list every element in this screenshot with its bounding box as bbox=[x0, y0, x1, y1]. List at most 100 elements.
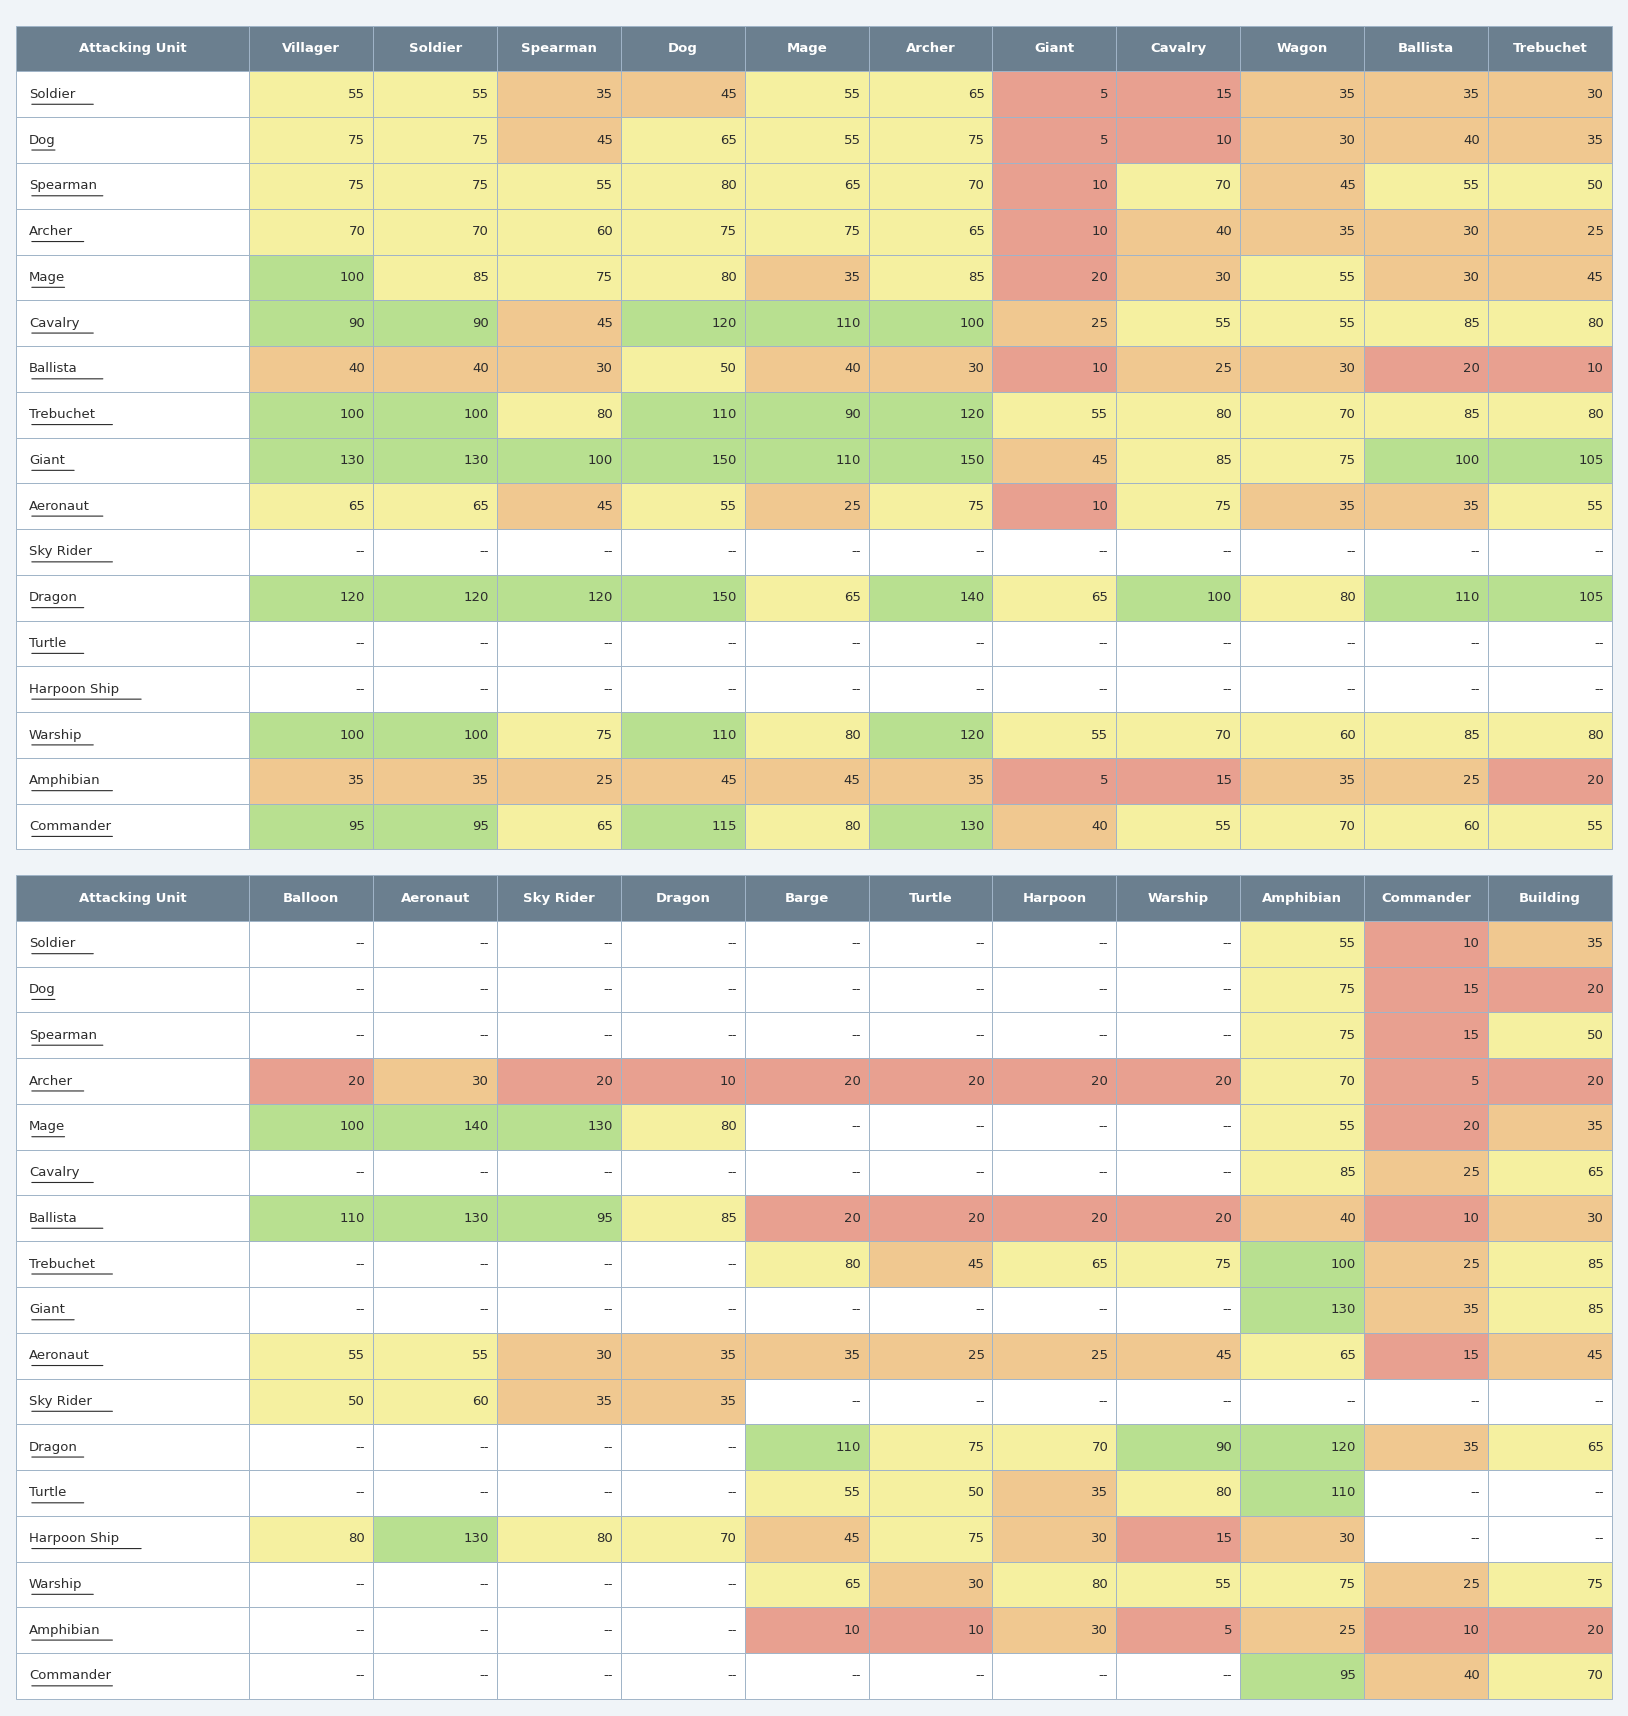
Text: --: -- bbox=[1099, 546, 1109, 558]
Text: 30: 30 bbox=[1091, 1532, 1109, 1544]
Bar bbox=[16, 1562, 249, 1608]
Bar bbox=[869, 1012, 993, 1059]
Bar bbox=[16, 621, 249, 666]
Text: 20: 20 bbox=[1464, 362, 1480, 376]
Bar bbox=[1117, 254, 1241, 300]
Bar bbox=[744, 529, 869, 575]
Text: 40: 40 bbox=[1464, 1670, 1480, 1682]
Bar bbox=[1488, 1103, 1612, 1150]
Text: 80: 80 bbox=[1587, 408, 1604, 420]
Bar bbox=[1364, 163, 1488, 209]
Bar bbox=[1241, 921, 1364, 966]
Text: 70: 70 bbox=[1216, 729, 1232, 741]
Bar bbox=[497, 1150, 620, 1196]
Text: 55: 55 bbox=[472, 88, 488, 101]
Text: Dog: Dog bbox=[29, 134, 55, 146]
Bar bbox=[1488, 1196, 1612, 1241]
Text: --: -- bbox=[851, 1121, 861, 1133]
Text: --: -- bbox=[357, 1030, 365, 1042]
Bar bbox=[1117, 1378, 1241, 1424]
Text: --: -- bbox=[975, 546, 985, 558]
Text: 20: 20 bbox=[1091, 1074, 1109, 1088]
Bar bbox=[1364, 1515, 1488, 1562]
Bar bbox=[249, 712, 373, 758]
Bar bbox=[373, 300, 497, 347]
Bar bbox=[497, 1012, 620, 1059]
Text: --: -- bbox=[1346, 637, 1356, 650]
Bar bbox=[993, 300, 1117, 347]
Bar bbox=[993, 163, 1117, 209]
Bar bbox=[744, 254, 869, 300]
Bar bbox=[1488, 921, 1612, 966]
Text: 65: 65 bbox=[843, 592, 861, 604]
Text: 100: 100 bbox=[1455, 455, 1480, 467]
Text: --: -- bbox=[1346, 1395, 1356, 1407]
Text: 120: 120 bbox=[1330, 1441, 1356, 1453]
Bar bbox=[620, 438, 744, 484]
Bar bbox=[497, 1059, 620, 1103]
Bar bbox=[1364, 966, 1488, 1012]
Text: 70: 70 bbox=[1587, 1670, 1604, 1682]
Bar bbox=[869, 1059, 993, 1103]
Text: Building: Building bbox=[1519, 892, 1581, 904]
Text: 20: 20 bbox=[967, 1074, 985, 1088]
Text: 70: 70 bbox=[1340, 408, 1356, 420]
Text: 10: 10 bbox=[1091, 225, 1109, 239]
Bar bbox=[249, 803, 373, 849]
Text: 35: 35 bbox=[843, 1349, 861, 1363]
Bar bbox=[869, 1378, 993, 1424]
Text: 75: 75 bbox=[967, 134, 985, 146]
Text: --: -- bbox=[357, 1486, 365, 1500]
Text: --: -- bbox=[851, 683, 861, 695]
Bar bbox=[1364, 209, 1488, 254]
Bar bbox=[993, 758, 1117, 803]
Bar bbox=[744, 758, 869, 803]
Bar bbox=[497, 484, 620, 529]
Bar bbox=[744, 391, 869, 438]
Bar bbox=[1364, 1150, 1488, 1196]
Text: 20: 20 bbox=[1464, 1121, 1480, 1133]
Bar bbox=[620, 1287, 744, 1333]
Text: 50: 50 bbox=[720, 362, 737, 376]
Text: 10: 10 bbox=[1091, 362, 1109, 376]
Text: --: -- bbox=[1470, 683, 1480, 695]
Bar bbox=[1488, 117, 1612, 163]
Bar bbox=[1488, 1059, 1612, 1103]
Text: 20: 20 bbox=[1587, 1623, 1604, 1637]
Text: 80: 80 bbox=[720, 180, 737, 192]
Bar bbox=[1117, 803, 1241, 849]
Text: 25: 25 bbox=[1340, 1623, 1356, 1637]
Bar bbox=[249, 1562, 373, 1608]
Bar bbox=[1488, 254, 1612, 300]
Bar bbox=[1488, 1562, 1612, 1608]
Bar bbox=[16, 666, 249, 712]
Text: 65: 65 bbox=[1587, 1441, 1604, 1453]
Bar bbox=[16, 875, 249, 921]
Bar bbox=[1488, 1653, 1612, 1699]
Text: 95: 95 bbox=[472, 820, 488, 832]
Text: 60: 60 bbox=[472, 1395, 488, 1407]
Bar bbox=[497, 391, 620, 438]
Text: Sky Rider: Sky Rider bbox=[29, 546, 91, 558]
Text: Archer: Archer bbox=[29, 225, 73, 239]
Text: 55: 55 bbox=[1340, 937, 1356, 951]
Bar bbox=[1364, 758, 1488, 803]
Bar bbox=[1364, 1471, 1488, 1515]
Text: --: -- bbox=[357, 1623, 365, 1637]
Bar bbox=[373, 1059, 497, 1103]
Text: 30: 30 bbox=[967, 1579, 985, 1591]
Bar bbox=[497, 209, 620, 254]
Bar bbox=[869, 1103, 993, 1150]
Text: 55: 55 bbox=[1340, 317, 1356, 329]
Text: --: -- bbox=[604, 1441, 614, 1453]
Text: --: -- bbox=[604, 1030, 614, 1042]
Text: 55: 55 bbox=[472, 1349, 488, 1363]
Bar bbox=[1488, 347, 1612, 391]
Bar bbox=[249, 300, 373, 347]
Text: 85: 85 bbox=[1587, 1304, 1604, 1316]
Bar bbox=[744, 347, 869, 391]
Text: Mage: Mage bbox=[29, 1121, 65, 1133]
Text: 70: 70 bbox=[1216, 180, 1232, 192]
Bar bbox=[744, 575, 869, 621]
Text: 50: 50 bbox=[1587, 1030, 1604, 1042]
